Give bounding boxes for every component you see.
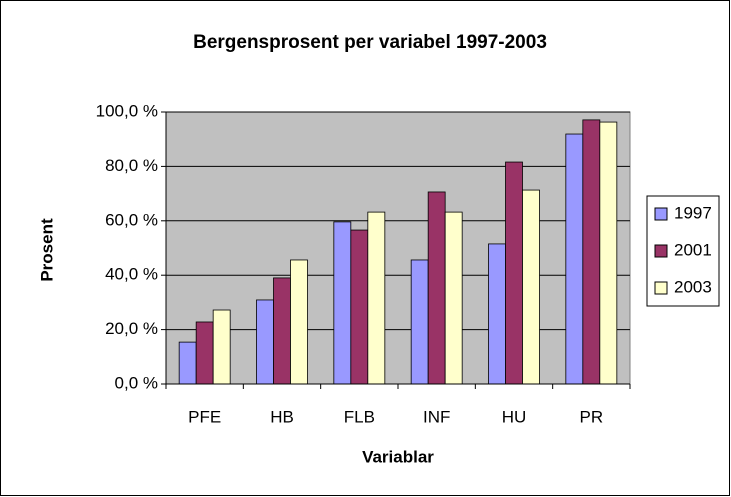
bar — [290, 259, 308, 385]
legend-swatch — [654, 281, 668, 295]
x-tick-label: PR — [580, 407, 604, 426]
bar — [410, 259, 429, 385]
legend-swatch — [654, 207, 668, 221]
bar — [488, 243, 506, 385]
bar — [582, 119, 601, 385]
y-tick-label: 100,0 % — [96, 101, 158, 120]
x-tick-label: HU — [502, 407, 527, 426]
bar — [350, 229, 369, 385]
bar — [522, 189, 540, 385]
bar — [599, 121, 618, 385]
bar — [427, 191, 446, 385]
bar — [212, 309, 231, 385]
plot-area — [165, 111, 631, 385]
x-tick-label: FLB — [344, 407, 375, 426]
legend-label: 2001 — [674, 240, 712, 259]
bar — [256, 299, 274, 385]
bar — [505, 161, 523, 385]
bar — [444, 211, 463, 385]
x-axis-label: Variablar — [362, 447, 434, 466]
y-axis-label: Prosent — [37, 218, 56, 282]
x-tick-label: HB — [270, 407, 294, 426]
bar — [333, 221, 352, 385]
legend-swatch — [654, 244, 668, 258]
y-tick-label: 40,0 % — [105, 265, 158, 284]
x-tick-label: PFE — [188, 407, 221, 426]
chart-title: Bergensprosent per variabel 1997-2003 — [193, 32, 547, 53]
y-tick-label: 60,0 % — [105, 210, 158, 229]
bar — [195, 321, 214, 385]
bar — [178, 341, 197, 385]
y-tick-label: 0,0 % — [115, 373, 158, 392]
legend-label: 2003 — [674, 277, 712, 296]
bar — [367, 211, 386, 385]
bar — [273, 277, 291, 385]
y-tick-label: 20,0 % — [105, 319, 158, 338]
y-tick-label: 80,0 % — [105, 156, 158, 175]
x-tick-label: INF — [423, 407, 450, 426]
legend-label: 1997 — [674, 203, 712, 222]
bar — [565, 133, 584, 385]
